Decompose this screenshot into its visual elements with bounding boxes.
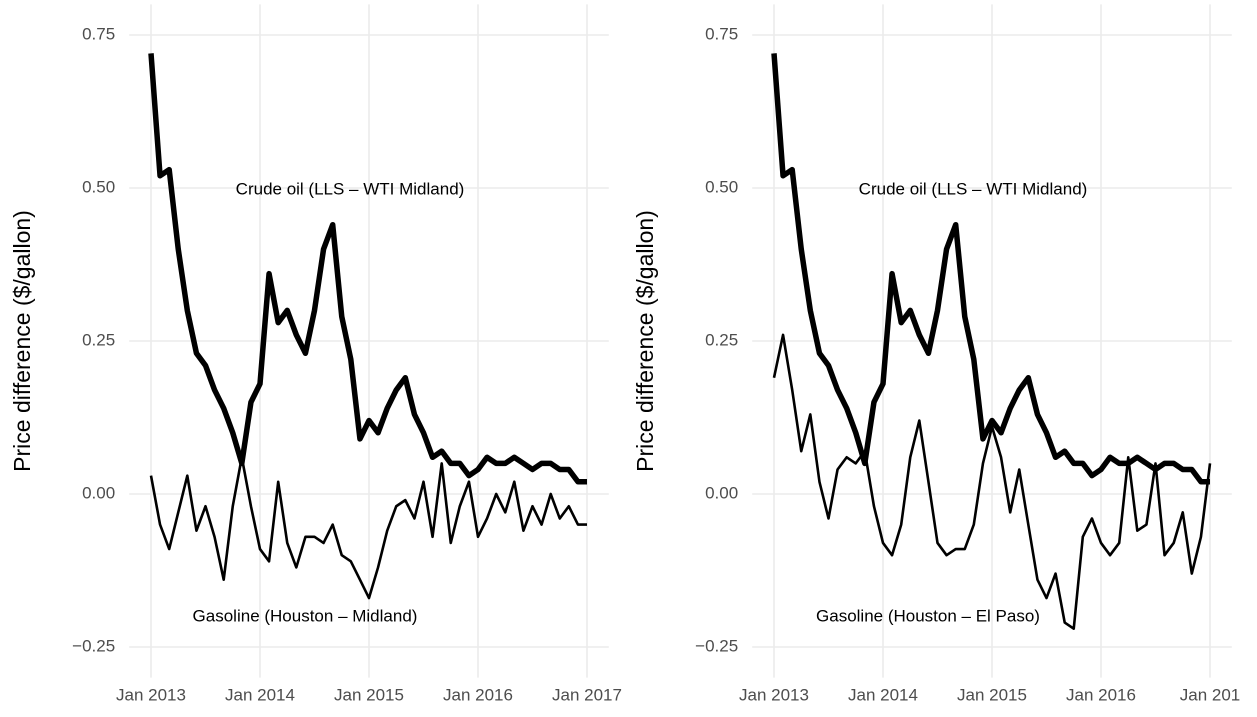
y-tick-label: 0.00 <box>82 483 115 502</box>
series-label: Gasoline (Houston – El Paso) <box>816 606 1040 625</box>
x-tick-label: Jan 2015 <box>334 685 404 704</box>
x-tick-label: Jan 2014 <box>225 685 295 704</box>
line <box>772 333 1212 630</box>
y-tick-label: 0.25 <box>82 330 115 349</box>
y-tick-label: 0.50 <box>82 177 115 196</box>
x-tick-label: Jan 2016 <box>443 685 513 704</box>
y-tick-label: 0.00 <box>705 483 738 502</box>
line <box>148 53 587 485</box>
series-label: Crude oil (LLS – WTI Midland) <box>859 179 1088 198</box>
y-tick-label: −0.25 <box>72 636 115 655</box>
y-axis-label: Price difference ($/gallon) <box>9 210 35 472</box>
line <box>771 53 1210 485</box>
x-tick-label: Jan 2017 <box>552 685 622 704</box>
series-label: Crude oil (LLS – WTI Midland) <box>236 179 465 198</box>
y-tick-label: 0.75 <box>705 24 738 43</box>
line <box>149 455 587 600</box>
x-tick-label: Jan 2016 <box>1066 685 1136 704</box>
series-label: Gasoline (Houston – Midland) <box>193 606 418 625</box>
y-tick-label: 0.50 <box>705 177 738 196</box>
y-tick-label: 0.25 <box>705 330 738 349</box>
x-tick-label: Jan 201 <box>1180 685 1241 704</box>
x-tick-label: Jan 2013 <box>739 685 809 704</box>
x-tick-label: Jan 2015 <box>957 685 1027 704</box>
x-tick-label: Jan 2013 <box>116 685 186 704</box>
y-axis-label: Price difference ($/gallon) <box>632 210 658 472</box>
y-tick-label: 0.75 <box>82 24 115 43</box>
y-tick-label: −0.25 <box>695 636 738 655</box>
x-tick-label: Jan 2014 <box>848 685 918 704</box>
